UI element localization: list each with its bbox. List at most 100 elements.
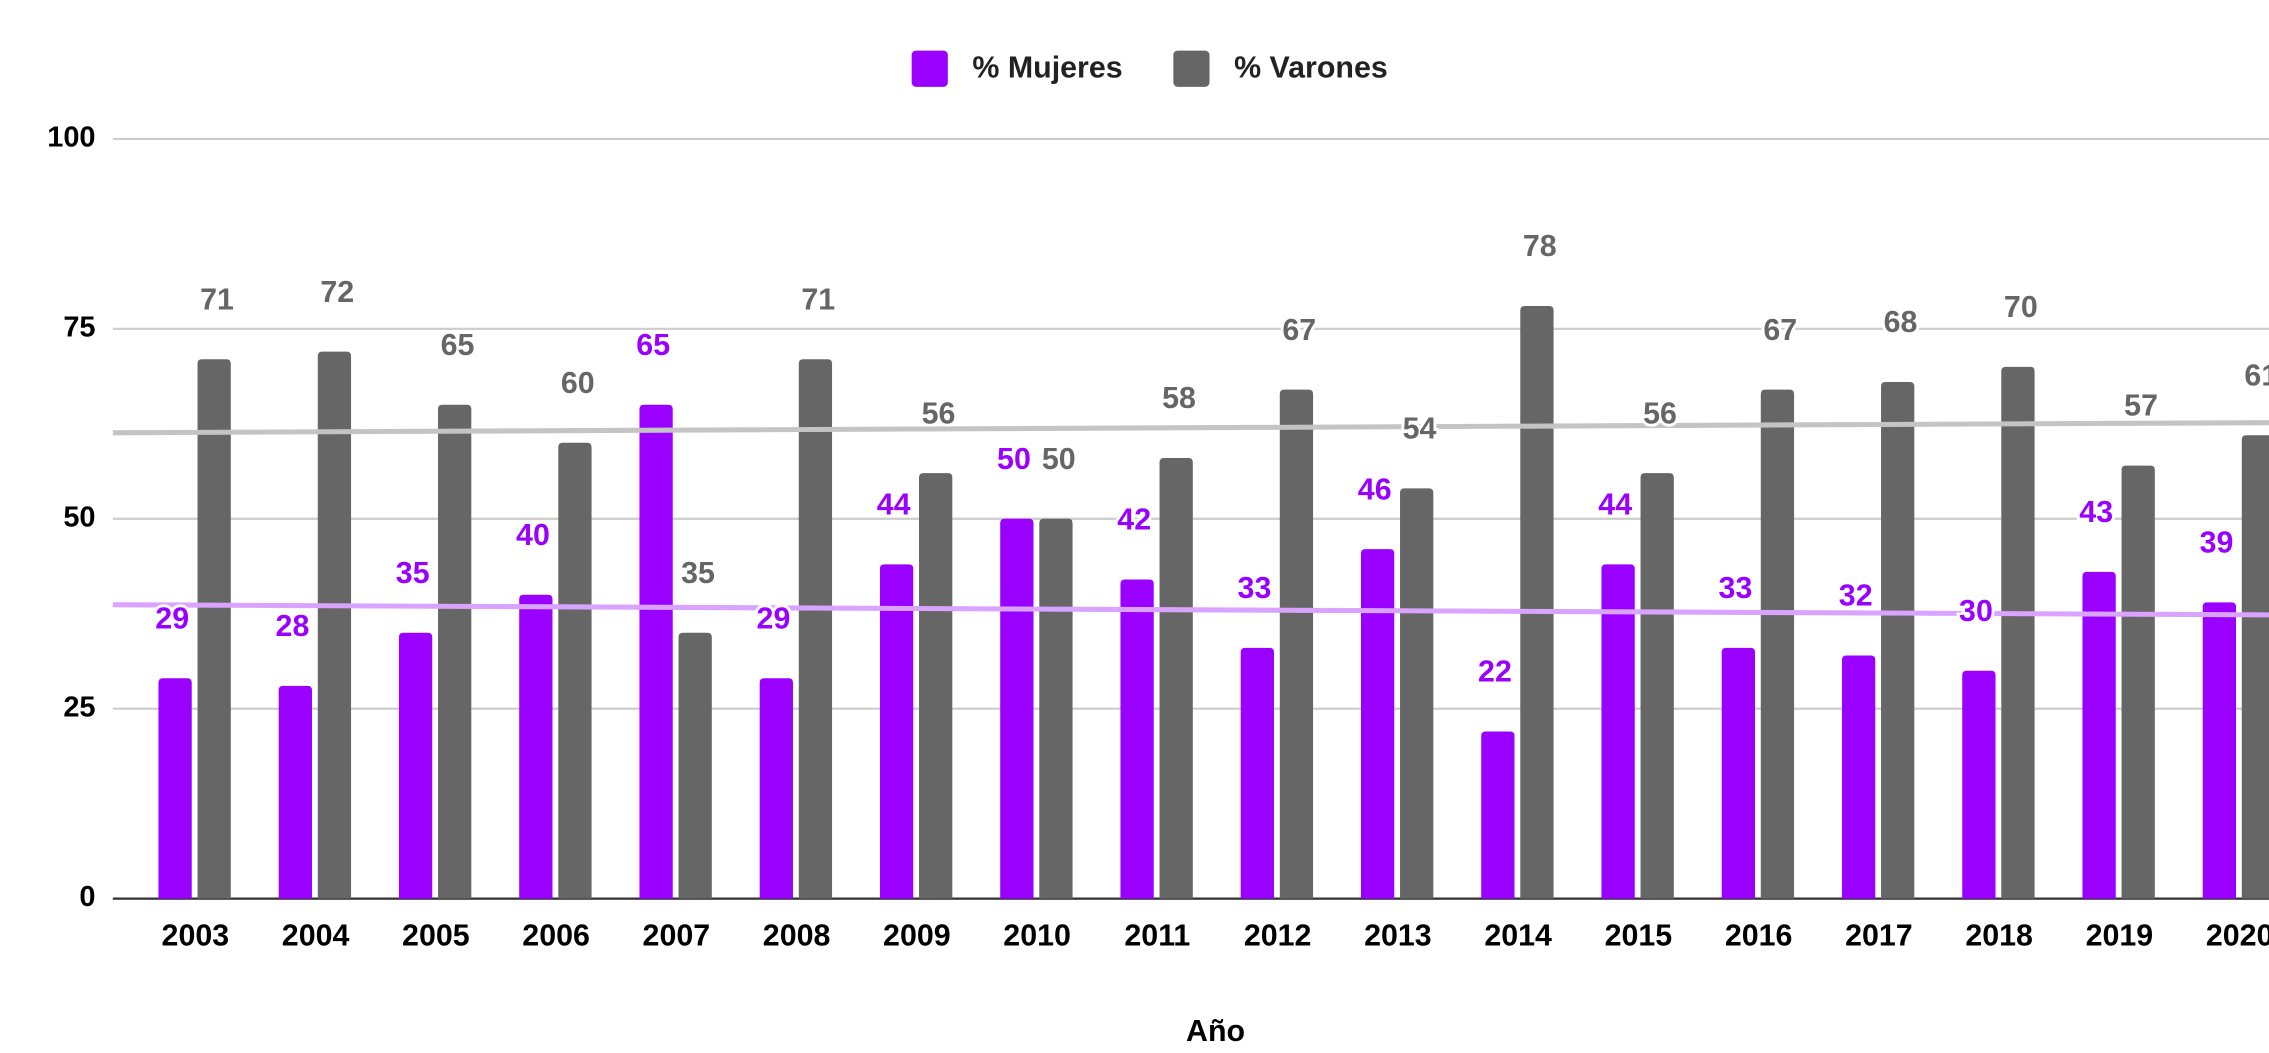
bar bbox=[1962, 670, 1996, 899]
bar bbox=[1240, 647, 1274, 899]
bar bbox=[1760, 389, 1795, 899]
data-label: 28 bbox=[276, 609, 310, 643]
data-label: 54 bbox=[1403, 412, 1437, 446]
data-label: 68 bbox=[1884, 305, 1918, 339]
x-tick-label: 2012 bbox=[1244, 919, 1312, 953]
bar bbox=[398, 632, 433, 899]
data-label: 46 bbox=[1358, 472, 1392, 506]
x-tick-label: 2015 bbox=[1605, 919, 1673, 953]
x-tick-label: 2016 bbox=[1725, 919, 1793, 953]
x-tick-label: 2019 bbox=[2086, 919, 2154, 953]
x-tick-label: 2005 bbox=[402, 919, 470, 953]
x-tick-label: 2014 bbox=[1484, 919, 1552, 953]
data-label: 29 bbox=[155, 601, 189, 635]
bar bbox=[2001, 366, 2035, 899]
bar bbox=[197, 359, 231, 899]
bar bbox=[1360, 549, 1395, 899]
bar bbox=[1601, 564, 1635, 899]
data-label: 29 bbox=[757, 601, 791, 635]
x-tick-label: 2010 bbox=[1003, 919, 1071, 953]
data-label: 56 bbox=[1643, 396, 1677, 430]
x-tick-label: 2004 bbox=[282, 919, 350, 953]
bar bbox=[2082, 571, 2116, 899]
x-axis-title: Año bbox=[1186, 1014, 1245, 1048]
trendline bbox=[112, 602, 2269, 618]
data-label: 22 bbox=[1478, 655, 1512, 689]
bar bbox=[2241, 435, 2269, 899]
trendline bbox=[112, 420, 2269, 436]
bar bbox=[1881, 382, 1915, 899]
bar bbox=[1279, 389, 1314, 899]
data-label: 39 bbox=[2200, 525, 2234, 559]
data-label: 57 bbox=[2124, 389, 2158, 423]
y-tick-label: 100 bbox=[47, 122, 95, 154]
bar bbox=[1120, 579, 1154, 899]
data-label: 60 bbox=[561, 366, 595, 400]
x-tick-label: 2013 bbox=[1364, 919, 1432, 953]
bar bbox=[438, 404, 472, 899]
x-tick-label: 2011 bbox=[1124, 919, 1190, 953]
data-label: 33 bbox=[1719, 571, 1753, 605]
y-tick-label: 75 bbox=[63, 311, 95, 343]
data-label: 32 bbox=[1839, 579, 1873, 613]
bar bbox=[639, 404, 673, 899]
data-label: 43 bbox=[2079, 495, 2113, 529]
bar bbox=[1721, 647, 1756, 899]
legend-swatch bbox=[911, 50, 948, 87]
data-label: 35 bbox=[396, 556, 430, 590]
bar bbox=[759, 678, 793, 899]
bar bbox=[1400, 488, 1434, 899]
bar bbox=[879, 564, 914, 899]
data-label: 78 bbox=[1523, 229, 1557, 263]
bar bbox=[678, 632, 712, 899]
bar bbox=[1841, 655, 1876, 899]
legend-swatch bbox=[1173, 50, 1210, 87]
legend-label: % Varones bbox=[1234, 50, 1388, 84]
data-label: 70 bbox=[2004, 290, 2038, 324]
data-label: 65 bbox=[636, 328, 670, 362]
data-label: 33 bbox=[1238, 571, 1272, 605]
bar bbox=[278, 685, 312, 899]
bar bbox=[558, 442, 592, 899]
bar bbox=[1039, 518, 1073, 899]
data-label: 71 bbox=[200, 282, 234, 316]
data-label: 50 bbox=[1042, 442, 1076, 476]
data-label: 44 bbox=[877, 487, 911, 521]
x-tick-label: 2006 bbox=[522, 919, 590, 953]
bar bbox=[1481, 731, 1515, 899]
data-label: 61 bbox=[2244, 358, 2269, 392]
data-label: 40 bbox=[516, 518, 550, 552]
bar bbox=[919, 473, 953, 899]
x-tick-label: 2007 bbox=[643, 919, 711, 953]
y-tick-label: 0 bbox=[79, 881, 95, 913]
data-label: 30 bbox=[1959, 594, 1993, 628]
bar bbox=[2121, 465, 2155, 899]
x-tick-label: 2008 bbox=[763, 919, 831, 953]
data-label: 65 bbox=[441, 328, 475, 362]
data-label: 67 bbox=[1282, 313, 1316, 347]
x-tick-label: 2003 bbox=[162, 919, 230, 953]
x-tick-label: 2020 bbox=[2206, 919, 2269, 953]
data-label: 35 bbox=[681, 556, 715, 590]
x-tick-label: 2017 bbox=[1845, 919, 1913, 953]
x-tick-label: 2009 bbox=[883, 919, 951, 953]
data-label: 58 bbox=[1162, 381, 1196, 415]
bar bbox=[1640, 473, 1674, 899]
data-label: 72 bbox=[320, 275, 354, 309]
bar bbox=[519, 594, 553, 899]
bar bbox=[1159, 457, 1193, 899]
data-label: 71 bbox=[801, 282, 835, 316]
data-label: 67 bbox=[1763, 313, 1797, 347]
data-label: 42 bbox=[1117, 503, 1151, 537]
data-label: 56 bbox=[922, 396, 956, 430]
y-tick-label: 50 bbox=[63, 501, 95, 533]
x-tick-label: 2018 bbox=[1965, 919, 2033, 953]
bar bbox=[1000, 518, 1034, 899]
bar bbox=[317, 351, 352, 899]
bar bbox=[1520, 306, 1554, 899]
bar bbox=[798, 359, 833, 899]
data-label: 44 bbox=[1598, 487, 1632, 521]
data-label: 50 bbox=[997, 442, 1031, 476]
